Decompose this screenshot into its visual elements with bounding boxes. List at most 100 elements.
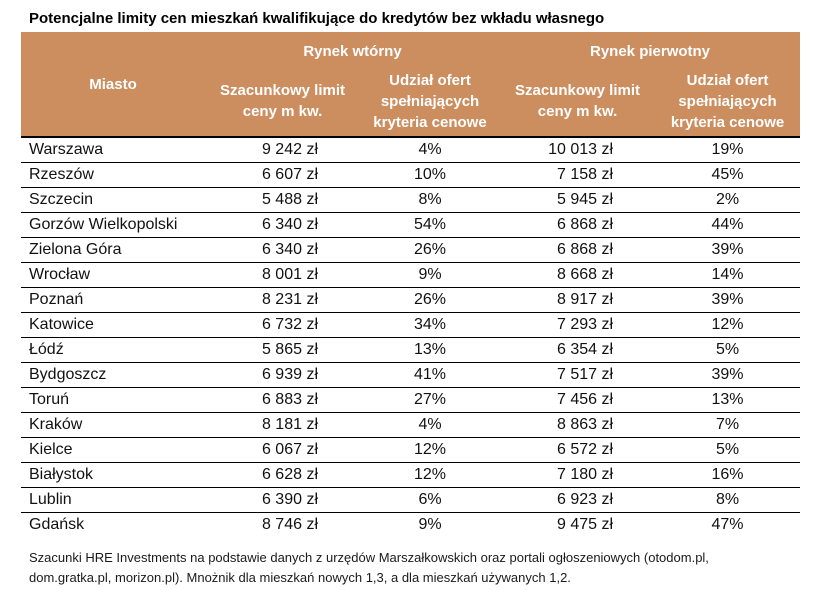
secondary-limit-cell: 6 607 zł xyxy=(205,162,360,188)
city-cell: Łódź xyxy=(21,337,205,363)
primary-limit-cell: 7 517 zł xyxy=(500,362,656,388)
table-row: Białystok 6 628 zł 12% 7 180 zł 16% xyxy=(21,462,801,488)
table-row: Gorzów Wielkopolski 6 340 zł 54% 6 868 zł 44… xyxy=(21,212,801,238)
secondary-limit-cell: 8 746 zł xyxy=(261,516,318,533)
table-row: Katowice 6 732 zł 34% 7 293 zł 12% xyxy=(21,312,801,338)
table-row: Zielona Góra 6 340 zł 26% 6 868 zł 39% xyxy=(21,237,801,263)
secondary-limit-cell: 6 883 zł xyxy=(205,387,360,413)
secondary-limit-cell: 6 340 zł xyxy=(205,212,360,238)
primary-limit-cell: 8 917 zł xyxy=(500,287,656,313)
city-cell: Białystok xyxy=(21,462,205,488)
primary-limit-cell: 6 868 zł xyxy=(500,212,656,238)
secondary-limit-cell: 8 231 zł xyxy=(205,287,360,313)
secondary-limit-cell: 5 865 zł xyxy=(205,337,360,363)
secondary-share-cell: 10% xyxy=(360,162,501,188)
secondary-limit-cell: 6 390 zł xyxy=(205,487,360,513)
primary-limit-cell: 7 158 zł xyxy=(500,162,656,188)
primary-share-cell: 47% xyxy=(711,516,744,533)
table-row: Toruń 6 883 zł 27% 7 456 zł 13% xyxy=(21,387,801,413)
primary-limit-cell: 6 572 zł xyxy=(500,437,656,463)
table-title: Potencjalne limity cen mieszkań kwalifik… xyxy=(29,10,605,27)
city-cell: Kielce xyxy=(21,437,205,463)
secondary-share-cell: 13% xyxy=(360,337,501,363)
table-row: Kraków 8 181 zł 4% 8 863 zł 7% xyxy=(21,412,801,438)
table-row: Kielce 6 067 zł 12% 6 572 zł 5% xyxy=(21,437,801,463)
primary-share-cell: 44% xyxy=(655,212,801,238)
primary-limit-cell: 8 863 zł xyxy=(500,412,656,438)
secondary-share-cell: 54% xyxy=(360,212,501,238)
secondary-share-cell: 27% xyxy=(360,387,501,413)
table-row: Wrocław 8 001 zł 9% 8 668 zł 14% xyxy=(21,262,801,288)
secondary-limit-cell: 6 067 zł xyxy=(205,437,360,463)
secondary-limit-cell: 6 628 zł xyxy=(205,462,360,488)
primary-limit-cell: 10 013 zł xyxy=(500,137,656,163)
city-cell: Poznań xyxy=(21,287,205,313)
group-header-row: Miasto Rynek wtórny Rynek pierwotny xyxy=(21,32,801,138)
secondary-share-cell: 12% xyxy=(360,462,501,488)
secondary-share-cell: 26% xyxy=(360,237,501,263)
primary-share-cell: 39% xyxy=(655,287,801,313)
city-cell: Wrocław xyxy=(21,262,205,288)
primary-share-cell: 39% xyxy=(655,362,801,388)
table-body: Warszawa 9 242 zł 4% 10 013 zł 19% Rzeszów 6 6… xyxy=(21,137,801,538)
table-row: Bydgoszcz 6 939 zł 41% 7 517 zł 39% xyxy=(21,362,801,388)
primary-share-cell: 45% xyxy=(655,162,801,188)
city-cell: Gorzów Wielkopolski xyxy=(21,212,205,238)
city-cell: Rzeszów xyxy=(21,162,205,188)
secondary-share-cell: 12% xyxy=(360,437,501,463)
secondary-limit-cell: 6 732 zł xyxy=(205,312,360,338)
primary-share-cell: 14% xyxy=(655,262,801,288)
secondary-limit-cell: 5 488 zł xyxy=(205,187,360,213)
table-row: Łódź 5 865 zł 13% 6 354 zł 5% xyxy=(21,337,801,363)
primary-limit-cell: 6 354 zł xyxy=(500,337,656,363)
primary-limit-cell: 7 180 zł xyxy=(500,462,656,488)
secondary-share-cell: 26% xyxy=(360,287,501,313)
secondary-limit-cell: 8 181 zł xyxy=(205,412,360,438)
table-row: Warszawa 9 242 zł 4% 10 013 zł 19% xyxy=(21,137,801,163)
group-header-secondary-market: Rynek wtórny xyxy=(205,32,501,66)
table-header: Miasto Rynek wtórny Rynek pierwotny Szac… xyxy=(21,32,801,138)
primary-limit-cell: 7 456 zł xyxy=(500,387,656,413)
column-header-secondary-price-limit: Szacunkowy limit ceny m kw. xyxy=(205,66,360,138)
city-cell: Toruń xyxy=(21,387,205,413)
group-header-primary-market: Rynek pierwotny xyxy=(500,32,801,66)
primary-share-cell: 16% xyxy=(655,462,801,488)
secondary-share-cell: 9% xyxy=(418,516,442,533)
primary-limit-cell: 6 923 zł xyxy=(500,487,656,513)
column-header-city: Miasto xyxy=(21,32,205,138)
primary-share-cell: 5% xyxy=(655,437,801,463)
price-limits-table: Miasto Rynek wtórny Rynek pierwotny Szac… xyxy=(21,32,801,538)
table-row: Lublin 6 390 zł 6% 6 923 zł 8% xyxy=(21,487,801,513)
sub-header-row: Szacunkowy limit ceny m kw. Udział ofert… xyxy=(21,66,801,138)
city-cell: Kraków xyxy=(21,412,205,438)
secondary-share-cell: 4% xyxy=(360,412,501,438)
city-cell: Lublin xyxy=(21,487,205,513)
primary-share-cell: 8% xyxy=(655,487,801,513)
city-cell: Szczecin xyxy=(21,187,205,213)
column-header-primary-price-limit: Szacunkowy limit ceny m kw. xyxy=(500,66,656,138)
city-cell: Warszawa xyxy=(21,137,205,163)
primary-limit-cell: 7 293 zł xyxy=(500,312,656,338)
city-cell: Gdańsk xyxy=(29,516,85,533)
primary-share-cell: 5% xyxy=(655,337,801,363)
table-row: Poznań 8 231 zł 26% 8 917 zł 39% xyxy=(21,287,801,313)
table-row: Gdańsk 8 746 zł 9% 9 475 zł 47% xyxy=(21,513,800,538)
city-cell: Katowice xyxy=(21,312,205,338)
primary-share-cell: 39% xyxy=(655,237,801,263)
secondary-share-cell: 4% xyxy=(360,137,501,163)
primary-limit-cell: 8 668 zł xyxy=(500,262,656,288)
column-header-primary-share: Udział ofert spełniających kryteria ceno… xyxy=(655,66,801,138)
table-row: Szczecin 5 488 zł 8% 5 945 zł 2% xyxy=(21,187,801,213)
secondary-limit-cell: 9 242 zł xyxy=(205,137,360,163)
secondary-share-cell: 9% xyxy=(360,262,501,288)
secondary-limit-cell: 6 340 zł xyxy=(205,237,360,263)
primary-share-cell: 7% xyxy=(655,412,801,438)
secondary-share-cell: 41% xyxy=(360,362,501,388)
secondary-share-cell: 6% xyxy=(360,487,501,513)
source-footnote: Szacunki HRE Investments na podstawie da… xyxy=(29,550,709,585)
secondary-limit-cell: 6 939 zł xyxy=(205,362,360,388)
table-row: Rzeszów 6 607 zł 10% 7 158 zł 45% xyxy=(21,162,801,188)
primary-share-cell: 19% xyxy=(655,137,801,163)
primary-limit-cell: 5 945 zł xyxy=(500,187,656,213)
